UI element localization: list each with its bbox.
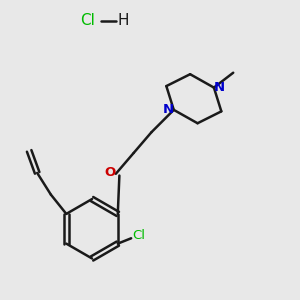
Text: N: N — [213, 81, 224, 94]
Text: Cl: Cl — [80, 13, 95, 28]
Text: H: H — [118, 13, 129, 28]
Text: N: N — [163, 103, 174, 116]
Text: O: O — [105, 166, 116, 179]
Text: Cl: Cl — [133, 229, 146, 242]
